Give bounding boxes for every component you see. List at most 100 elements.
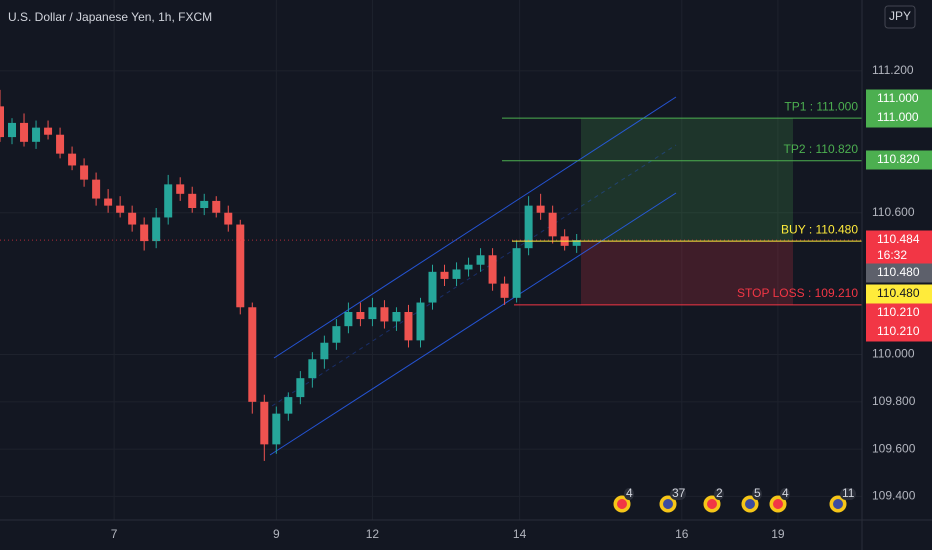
price-tag-text: 111.000 [877, 110, 919, 124]
candle-body [488, 255, 497, 284]
candle-body [452, 269, 461, 279]
candle-body [80, 165, 89, 180]
event-icon-inner [617, 499, 627, 509]
candle-body [392, 312, 401, 322]
candle-body [236, 224, 245, 308]
candle-body [344, 312, 353, 327]
event-count: 11 [842, 486, 855, 500]
candle-body [0, 106, 4, 138]
level-label: STOP LOSS : 109.210 [737, 286, 858, 300]
event-badge [670, 488, 686, 500]
x-tick-label: 9 [273, 527, 280, 541]
event-count: 2 [716, 486, 723, 500]
candle-body [164, 184, 173, 218]
candle-body [104, 198, 113, 206]
candle-body [308, 359, 317, 379]
x-tick-label: 19 [771, 527, 785, 541]
candle-body [44, 127, 53, 135]
level-label: TP1 : 111.000 [784, 99, 858, 113]
candle-body [536, 205, 545, 213]
y-tick-label: 109.800 [872, 394, 916, 408]
event-count: 5 [754, 486, 761, 500]
candle-body [380, 307, 389, 322]
price-tag [866, 230, 932, 267]
candle-body [332, 326, 341, 343]
candle-body [464, 264, 473, 270]
level-label: BUY : 110.480 [781, 222, 858, 236]
candle-body [404, 312, 413, 341]
price-tag-text: 110.210 [877, 324, 920, 338]
event-count: 4 [626, 486, 633, 500]
candle-body [248, 307, 257, 402]
candle-body [500, 283, 509, 298]
event-icon-inner [663, 499, 673, 509]
candle-body [140, 224, 149, 242]
price-tag [866, 322, 932, 342]
price-tag-text: 110.480 [877, 286, 920, 300]
price-tag-text: 110.210 [877, 305, 920, 319]
candle-body [20, 122, 29, 142]
event-badge [840, 488, 856, 500]
price-tag [866, 263, 932, 283]
currency-box[interactable] [884, 5, 916, 29]
candle-body [368, 307, 377, 320]
candle-body [8, 122, 17, 138]
chart-title: U.S. Dollar / Japanese Yen, 1h, FXCM [8, 10, 212, 24]
candle-body [92, 179, 101, 199]
candle-body [476, 255, 485, 265]
event-badge [752, 488, 762, 500]
candle-body [572, 240, 581, 246]
price-tag-text: 110.480 [877, 265, 920, 279]
candle-body [272, 413, 281, 445]
candle-body [296, 378, 305, 398]
event-count: 4 [782, 486, 789, 500]
channel-middle [271, 144, 677, 407]
price-tag [866, 284, 932, 304]
x-tick-label: 7 [111, 527, 118, 541]
x-tick-label: 14 [513, 527, 527, 541]
candle-body [512, 248, 521, 298]
candle-body [212, 200, 221, 213]
event-badge [714, 488, 724, 500]
price-tag [866, 150, 932, 170]
currency[interactable]: JPY [889, 9, 911, 23]
candle-body [56, 134, 65, 154]
y-tick-label: 110.000 [872, 347, 915, 361]
candle-body [416, 302, 425, 341]
x-tick-label: 12 [366, 527, 380, 541]
y-tick-label: 111.200 [872, 63, 914, 77]
candle-body [176, 184, 185, 194]
price-tag-sub: 16:32 [877, 248, 907, 262]
candle-body [428, 271, 437, 303]
candle-body [356, 312, 365, 320]
x-tick-label: 16 [675, 527, 689, 541]
channel-lower [269, 192, 677, 456]
price-tag-text: 111.000 [877, 91, 919, 105]
level-label: TP2 : 110.820 [784, 142, 859, 156]
event-badge [624, 488, 634, 500]
candle-body [152, 217, 161, 242]
event-icon-inner [833, 499, 843, 509]
candle-body [284, 397, 293, 414]
candle-body [68, 153, 77, 166]
candle-body [224, 212, 233, 225]
candle-body [200, 200, 209, 208]
candle-body [440, 271, 449, 279]
event-badge [780, 488, 790, 500]
channel-upper [273, 96, 677, 359]
price-tag [866, 89, 932, 109]
channel [269, 96, 677, 456]
candle-body [116, 205, 125, 213]
loss-zone [581, 241, 793, 305]
candle-body [260, 401, 269, 445]
event-icon-inner [707, 499, 717, 509]
price-tag [866, 108, 932, 128]
candle-body [524, 205, 533, 249]
y-tick-label: 110.600 [872, 205, 915, 219]
candle-body [128, 212, 137, 225]
candle-body [188, 193, 197, 208]
price-tag [866, 303, 932, 323]
